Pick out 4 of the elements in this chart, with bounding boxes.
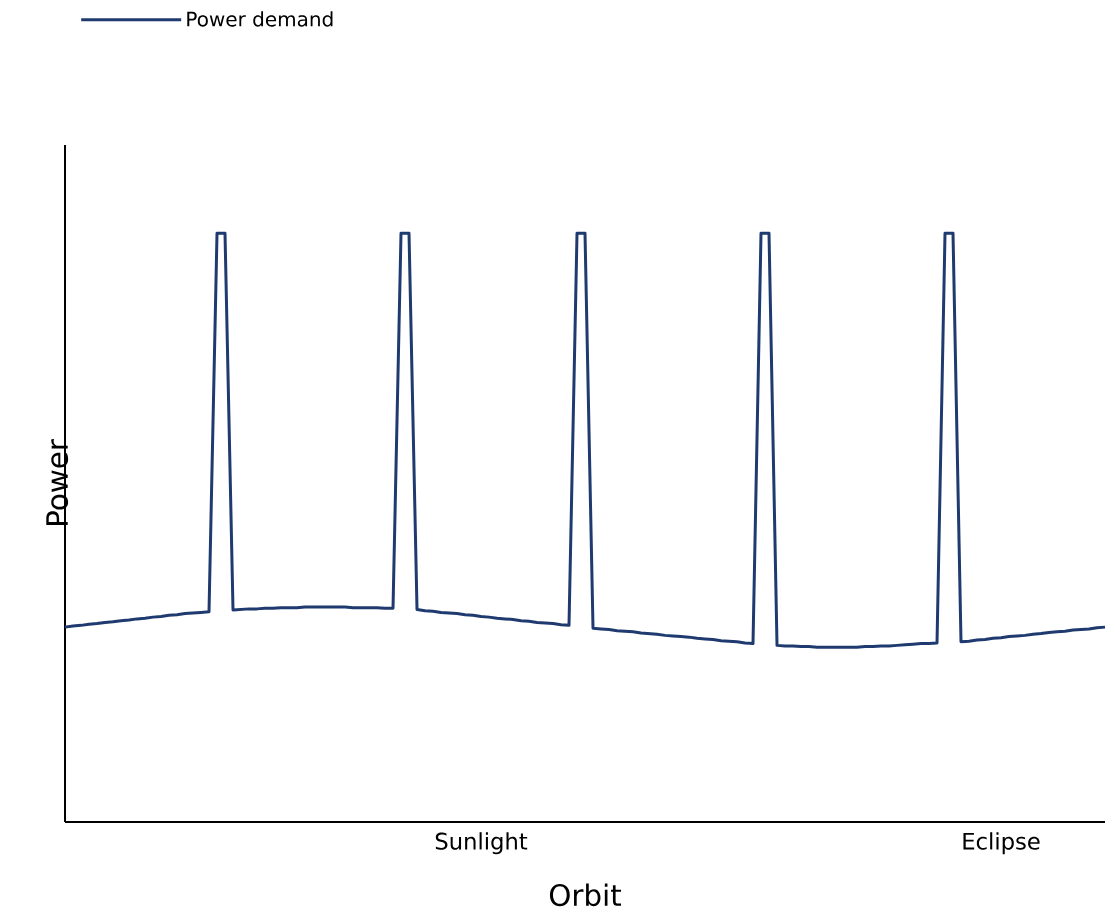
x-axis-title: Orbit [549, 883, 622, 907]
text: Power demand [187, 11, 333, 27]
x-tick-label: Eclipse [963, 832, 1040, 855]
x-tick-label: Sunlight [435, 832, 528, 855]
